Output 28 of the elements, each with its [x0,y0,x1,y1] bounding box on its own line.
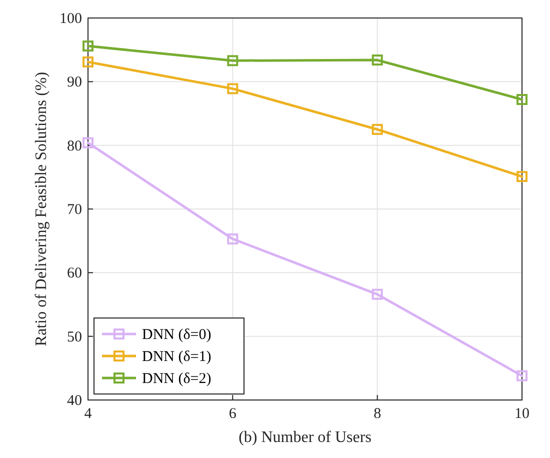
y-tick-label: 50 [67,329,82,346]
y-tick-label: 70 [67,202,82,218]
point [516,171,528,182]
x-tick-label: 6 [228,406,237,422]
point [372,288,383,300]
y-tick-label: 60 [67,266,82,282]
point [82,56,94,68]
y-tick-label: 100 [60,11,82,27]
point [372,54,383,66]
point [227,233,238,244]
point [516,94,528,105]
x-axis-title: (b) Number of Users [238,429,372,446]
y-tick-label: 80 [67,138,82,154]
legend-label: DNN (δ=2) [142,371,212,387]
y-axis-title: Ratio of Delivering Feasible Solutions (%) [33,72,50,346]
point [516,370,528,382]
point [372,124,383,135]
y-tick-label: 40 [67,393,82,409]
y-tick-label: 90 [67,74,82,91]
x-tick-label: 4 [84,406,92,422]
point [82,40,94,52]
x-tick-label: 10 [514,406,530,422]
x-tick-label: 8 [374,406,382,422]
legend-label: DNN (δ=1) [142,349,212,365]
point [82,137,94,148]
legend-label: DNN (δ=0) [142,327,212,343]
point [227,83,238,94]
point [227,55,238,66]
